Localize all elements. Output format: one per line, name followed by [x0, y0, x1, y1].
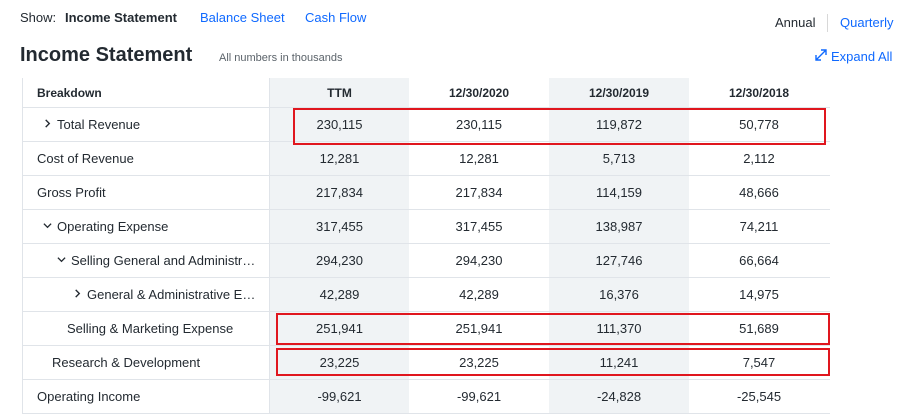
cell-value: 294,230: [269, 244, 409, 277]
cell-value: 5,713: [549, 142, 689, 175]
cell-value: 16,376: [549, 278, 689, 311]
cell-value: 114,159: [549, 176, 689, 209]
cell-value: 50,778: [689, 108, 829, 141]
cell-value: 317,455: [409, 210, 549, 243]
cell-value: -99,621: [409, 380, 549, 413]
expand-icon: [815, 49, 827, 64]
chevron-down-icon[interactable]: [55, 255, 67, 267]
cell-value: 48,666: [689, 176, 829, 209]
cell-value: 11,241: [549, 346, 689, 379]
column-header-2018: 12/30/2018: [689, 78, 829, 107]
table-row: Research & Development 23,225 23,225 11,…: [23, 346, 830, 380]
row-label-cost-of-revenue: Cost of Revenue: [37, 151, 134, 166]
tab-balance-sheet[interactable]: Balance Sheet: [200, 10, 285, 25]
row-label-general-administrative: General & Administrative E…: [23, 278, 269, 311]
cell-value: 251,941: [269, 312, 409, 345]
show-label: Show:: [20, 10, 57, 25]
table-row[interactable]: Operating Expense 317,455 317,455 138,98…: [23, 210, 830, 244]
period-annual[interactable]: Annual: [775, 15, 816, 30]
period-divider: [827, 14, 828, 32]
cell-value: 230,115: [409, 108, 549, 141]
cell-value: -25,545: [689, 380, 829, 413]
row-label-text: Operating Expense: [57, 219, 169, 234]
cell-value: 217,834: [269, 176, 409, 209]
tab-income-statement[interactable]: Income Statement: [65, 10, 177, 25]
cell-value: 66,664: [689, 244, 829, 277]
table-row[interactable]: Selling General and Administr… 294,230 2…: [23, 244, 830, 278]
row-label-gross-profit: Gross Profit: [37, 185, 106, 200]
cell-value: 317,455: [269, 210, 409, 243]
cell-value: 12,281: [269, 142, 409, 175]
cell-value: 230,115: [269, 108, 409, 141]
row-label-research-development: Research & Development: [52, 355, 201, 370]
period-quarterly[interactable]: Quarterly: [840, 15, 894, 30]
cell-value: 23,225: [269, 346, 409, 379]
row-label-total-revenue: Total Revenue: [23, 108, 269, 141]
cell-value: 12,281: [409, 142, 549, 175]
column-header-breakdown: Breakdown: [37, 85, 102, 100]
column-header-2020: 12/30/2020: [409, 78, 549, 107]
table-row: Cost of Revenue 12,281 12,281 5,713 2,11…: [23, 142, 830, 176]
table-row: Selling & Marketing Expense 251,941 251,…: [23, 312, 830, 346]
cell-value: 127,746: [549, 244, 689, 277]
chevron-right-icon[interactable]: [71, 288, 83, 301]
table-row[interactable]: General & Administrative E… 42,289 42,28…: [23, 278, 830, 312]
row-label-operating-expense: Operating Expense: [23, 210, 269, 243]
expand-all-button[interactable]: Expand All: [815, 49, 892, 64]
row-label-text: General & Administrative E…: [87, 287, 256, 302]
expand-all-label: Expand All: [831, 49, 893, 64]
page-title: Income Statement: [20, 44, 193, 66]
table-row[interactable]: Total Revenue 230,115 230,115 119,872 50…: [23, 108, 830, 142]
cell-value: 251,941: [409, 312, 549, 345]
units-note: All numbers in thousands: [219, 52, 343, 64]
financials-table: Breakdown TTM 12/30/2020 12/30/2019 12/3…: [22, 78, 830, 414]
column-header-2019: 12/30/2019: [549, 78, 689, 107]
cell-value: 7,547: [689, 346, 829, 379]
table-header-row: Breakdown TTM 12/30/2020 12/30/2019 12/3…: [23, 78, 830, 108]
row-label-text: Selling General and Administr…: [71, 253, 256, 268]
column-header-ttm: TTM: [269, 78, 409, 107]
cell-value: 111,370: [549, 312, 689, 345]
cell-value: -99,621: [269, 380, 409, 413]
tab-cash-flow[interactable]: Cash Flow: [305, 10, 367, 25]
row-label-selling-marketing: Selling & Marketing Expense: [67, 321, 234, 336]
table-row: Gross Profit 217,834 217,834 114,159 48,…: [23, 176, 830, 210]
chevron-down-icon[interactable]: [41, 221, 53, 233]
cell-value: 138,987: [549, 210, 689, 243]
cell-value: 23,225: [409, 346, 549, 379]
cell-value: 14,975: [689, 278, 829, 311]
table-row: Operating Income -99,621 -99,621 -24,828…: [23, 380, 830, 414]
row-label-text: Total Revenue: [57, 117, 141, 132]
cell-value: 294,230: [409, 244, 549, 277]
cell-value: 119,872: [549, 108, 689, 141]
row-label-operating-income: Operating Income: [37, 389, 141, 404]
cell-value: 217,834: [409, 176, 549, 209]
cell-value: 42,289: [269, 278, 409, 311]
cell-value: 2,112: [689, 142, 829, 175]
cell-value: 74,211: [689, 210, 829, 243]
row-label-sga: Selling General and Administr…: [23, 244, 269, 277]
statement-nav: Show: Income Statement Balance Sheet Cas…: [0, 0, 910, 40]
cell-value: -24,828: [549, 380, 689, 413]
chevron-right-icon[interactable]: [41, 118, 53, 131]
cell-value: 51,689: [689, 312, 829, 345]
cell-value: 42,289: [409, 278, 549, 311]
